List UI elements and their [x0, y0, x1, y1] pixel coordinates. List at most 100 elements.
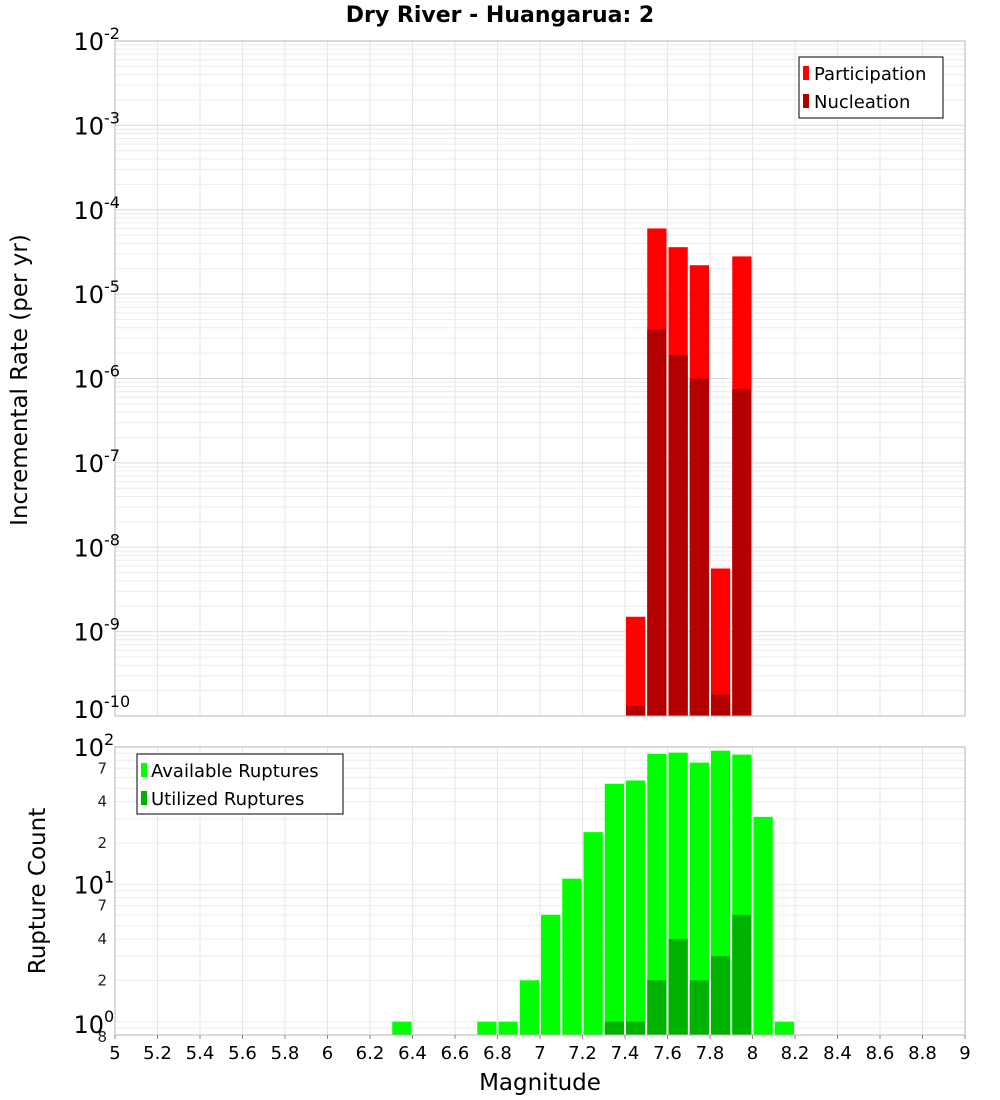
x-tick-label: 8.4: [823, 1043, 852, 1064]
participation-bar: [626, 616, 646, 716]
count-legend: Available Ruptures Utilized Ruptures: [136, 753, 344, 815]
x-tick-label: 7: [534, 1043, 545, 1064]
available-ruptures-bar: [562, 878, 582, 1035]
x-tick-label: 6.8: [483, 1043, 512, 1064]
utilized-ruptures-bar: [732, 914, 752, 1035]
count-y-tick-exponent: 0: [104, 1007, 114, 1026]
nucleation-bar: [626, 706, 646, 716]
rate-y-tick-base: 10: [73, 696, 104, 724]
rate-plot-border: [114, 40, 966, 717]
count-y-tick-exponent: 2: [104, 730, 114, 749]
legend-label-nucleation: Nucleation: [814, 92, 910, 113]
x-tick-label: 7.2: [568, 1043, 597, 1064]
rate-y-tick-exponent: -7: [104, 446, 120, 465]
x-tick-label: 5.4: [186, 1043, 215, 1064]
nucleation-bar: [647, 329, 667, 716]
count-y-tick-base: 10: [73, 871, 104, 899]
available-ruptures-bar: [541, 914, 561, 1035]
count-bars: [392, 750, 794, 1035]
count-y-tick-base: 10: [73, 1011, 104, 1039]
available-ruptures-bar: [647, 753, 667, 1035]
x-tick-label: 7.8: [696, 1043, 725, 1064]
rate-y-tick-exponent: -5: [104, 277, 120, 296]
rate-y-tick-base: 10: [73, 197, 104, 225]
rate-y-axis-label: Incremental Rate (per yr): [7, 234, 33, 526]
rate-panel: 10-210-310-410-510-610-710-810-910-10 In…: [7, 24, 966, 724]
count-y-axis-label: Rupture Count: [25, 808, 51, 974]
utilized-ruptures-bar: [689, 980, 709, 1035]
rate-legend: Participation Nucleation: [798, 56, 944, 119]
x-tick-label: 9: [959, 1043, 970, 1064]
x-tick-label: 5.2: [143, 1043, 172, 1064]
utilized-ruptures-bar: [668, 939, 688, 1035]
rate-y-tick-base: 10: [73, 619, 104, 647]
nucleation-bar: [668, 354, 688, 716]
rate-y-tick-exponent: -9: [104, 615, 120, 634]
legend-swatch-utilized: [141, 791, 147, 805]
rate-legend-box: [798, 56, 944, 119]
rate-y-tick-base: 10: [73, 28, 104, 56]
available-ruptures-bar: [519, 980, 539, 1035]
rate-y-tick-base: 10: [73, 450, 104, 478]
rate-y-tick-exponent: -10: [104, 692, 130, 711]
count-legend-box: [136, 753, 344, 815]
x-tick-label: 6.2: [356, 1043, 385, 1064]
count-y-tick-exponent: 1: [104, 867, 114, 886]
chart-title: Dry River - Huangarua: 2: [346, 3, 654, 28]
available-ruptures-bar: [626, 780, 646, 1035]
x-tick-label: 6.4: [398, 1043, 427, 1064]
utilized-ruptures-bar: [604, 1021, 624, 1035]
x-tick-label: 8.6: [866, 1043, 895, 1064]
utilized-ruptures-bar: [626, 1021, 646, 1035]
x-tick-label: 7.4: [611, 1043, 640, 1064]
available-ruptures-bar: [753, 816, 773, 1035]
participation-bar: [711, 568, 731, 716]
utilized-ruptures-bar: [711, 956, 731, 1035]
x-tick-label: 5.6: [228, 1043, 257, 1064]
count-y-minor-tick: 7: [97, 759, 107, 777]
legend-swatch-participation: [803, 66, 809, 80]
rate-y-tick-base: 10: [73, 366, 104, 394]
count-y-minor-tick: 7: [97, 897, 107, 915]
x-tick-label: 5: [109, 1043, 120, 1064]
legend-swatch-available: [141, 763, 147, 777]
legend-swatch-nucleation: [803, 94, 809, 108]
legend-label-available: Available Ruptures: [151, 761, 319, 782]
available-ruptures-bar: [604, 783, 624, 1035]
count-y-minor-tick: 4: [97, 793, 107, 811]
count-y-minor-tick: 4: [97, 930, 107, 948]
available-ruptures-bar: [774, 1021, 794, 1035]
x-tick-label: 7.6: [653, 1043, 682, 1064]
rate-y-tick-base: 10: [73, 112, 104, 140]
count-y-minor-tick: 2: [97, 971, 107, 989]
x-tick-label: 8.8: [908, 1043, 937, 1064]
x-tick-label: 8.2: [781, 1043, 810, 1064]
rate-bars: [626, 228, 752, 716]
legend-label-utilized: Utilized Ruptures: [151, 789, 304, 810]
rate-y-ticks: 10-210-310-410-510-610-710-810-910-10: [73, 24, 130, 724]
count-x-ticks: 5 5.2 5.4 5.6 5.8 6 6.2 6.4 6.6 6.8 7 7.2 7.4 7.6 7.8 8…: [109, 1035, 971, 1064]
x-tick-label: 6.6: [441, 1043, 470, 1064]
nucleation-bar: [732, 389, 752, 716]
count-y-minor-tick: 2: [97, 834, 107, 852]
rate-y-tick-exponent: -8: [104, 530, 120, 549]
rate-y-tick-base: 10: [73, 281, 104, 309]
nucleation-bar: [689, 378, 709, 716]
available-ruptures-bar: [477, 1021, 497, 1035]
available-ruptures-bar: [498, 1021, 518, 1035]
rate-y-tick-exponent: -4: [104, 193, 120, 212]
rate-y-tick-exponent: -6: [104, 362, 120, 381]
x-axis-label: Magnitude: [479, 1070, 601, 1096]
count-y-tick-base: 10: [73, 734, 104, 762]
rate-grid: [114, 41, 966, 717]
nucleation-bar: [711, 694, 731, 716]
count-y-minor-tick: 8: [97, 1028, 107, 1046]
x-tick-label: 5.8: [271, 1043, 300, 1064]
x-tick-label: 6: [322, 1043, 333, 1064]
rate-y-tick-exponent: -3: [104, 108, 120, 127]
rate-y-tick-base: 10: [73, 534, 104, 562]
available-ruptures-bar: [392, 1021, 412, 1035]
